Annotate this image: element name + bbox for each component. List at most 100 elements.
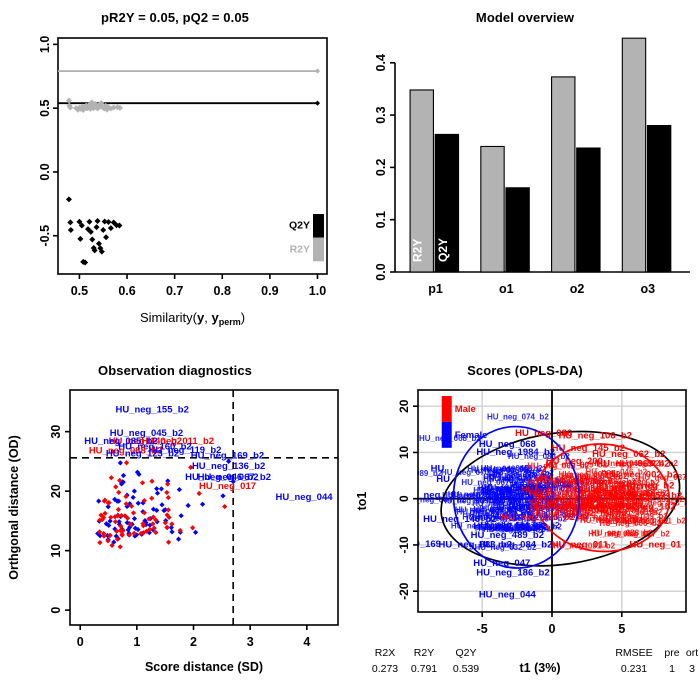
y-tick-label: 20 bbox=[49, 484, 63, 498]
outlier-label: HU_neg_046_b2 bbox=[185, 472, 258, 483]
bar-R2Y-o1 bbox=[480, 145, 505, 273]
point-Male bbox=[97, 540, 103, 546]
y-axis-label: Orthgonal distance (OD) bbox=[7, 435, 21, 579]
x-category-label: o2 bbox=[570, 282, 585, 296]
point-Q2Y bbox=[77, 235, 84, 242]
scores-plot: HU_neg_000_b2HU_neg_007_b2HU_neg_014_b2H… bbox=[355, 389, 698, 675]
point-Male bbox=[151, 525, 157, 531]
score-point-label-Male: HU_neg_035_b2 bbox=[577, 515, 639, 524]
score-point-label-Female: HU_neg_011_b2 bbox=[487, 511, 549, 520]
score-label: HU_neg_163_b2 bbox=[473, 521, 546, 532]
score-point-label-Female: HU_neg_012_b2 bbox=[503, 476, 565, 485]
point-Female bbox=[131, 488, 138, 494]
point-Male bbox=[140, 521, 146, 527]
y-tick-label: 30 bbox=[49, 425, 63, 439]
score-point-label-Male: HU_neg_091_b2 bbox=[538, 503, 600, 512]
point-Male bbox=[140, 530, 147, 536]
panel-scores: Scores (OPLS-DA) HU_neg_000_b2 HU_neg_007… bbox=[350, 350, 700, 700]
score-point-label-Female: HU_neg_030_b2 bbox=[503, 501, 565, 510]
score-point-label-Female: HU_neg_031_b2 bbox=[478, 483, 540, 492]
y-tick-label: -20 bbox=[397, 582, 411, 600]
outlier-label: HU_neg_155_b2 bbox=[115, 405, 188, 416]
bar-Q2Y-o2 bbox=[576, 147, 601, 273]
legend-swatch-r2y bbox=[313, 237, 324, 262]
point-Female bbox=[117, 460, 123, 466]
outlier-label: HU_neg_136_b2 bbox=[192, 461, 265, 472]
point-Female bbox=[154, 490, 161, 496]
score-point-label-Female: HU_neg_060_b2 bbox=[492, 485, 554, 494]
point-outlier-Female bbox=[230, 479, 236, 485]
score-point-label-Female: HU_neg_077_b2 bbox=[494, 492, 556, 501]
point-Male bbox=[98, 512, 104, 518]
score-point-label-Female: HU_neg_082_b2 bbox=[510, 499, 572, 508]
score-point-label-Male: HU_neg_062_b2 bbox=[541, 494, 603, 503]
point-Male bbox=[164, 524, 170, 530]
score-point-label-Male: HU_neg_034_b2 bbox=[561, 471, 623, 480]
point-Male bbox=[126, 532, 133, 538]
group-Male: HU_neg_000_b2HU_neg_007_b2HU_neg_014_b2H… bbox=[522, 459, 686, 551]
score-label: HU_neg_200 bbox=[546, 456, 603, 467]
point-Female bbox=[175, 536, 182, 542]
score-point-label-Female: HU_neg_010_b2 bbox=[511, 480, 573, 489]
point-Q2Y bbox=[67, 219, 74, 226]
stat-label-r2x: R2X bbox=[375, 647, 395, 659]
score-point-label-Female: HU_neg_033_b2 bbox=[475, 524, 537, 533]
series-R2Y bbox=[65, 97, 123, 113]
score-label: HU_neg_105_b2 bbox=[501, 512, 574, 523]
point-outlier-Female bbox=[199, 501, 206, 507]
score-point-label-Male: HU_neg_041_b2 bbox=[536, 490, 598, 499]
score-point-label-Male: HU_neg_007_b2 bbox=[559, 470, 621, 479]
stat-value-ort: 3 bbox=[689, 663, 695, 675]
bar-Q2Y-p1 bbox=[434, 133, 460, 273]
score-point-label-Female: HU_neg_000_b2 bbox=[513, 502, 575, 511]
point-Male bbox=[119, 532, 125, 538]
score-point-label-Female: HU_neg_042_b2 bbox=[500, 523, 562, 532]
legend-label-q2y: Q2Y bbox=[289, 220, 310, 232]
score-point-label-Male: HU_neg_081_b2 bbox=[553, 542, 615, 551]
bar-Q2Y-o1 bbox=[505, 187, 530, 273]
score-label: HU_neg_044 bbox=[479, 590, 537, 601]
score-point-label-Female: HU_neg_016_b2 bbox=[484, 465, 546, 474]
point-Female bbox=[135, 500, 141, 506]
score-point-label-Male: HU_neg_032_b2 bbox=[622, 495, 684, 504]
score-label: HU bbox=[436, 474, 450, 485]
x-axis-label: Score distance (SD) bbox=[145, 660, 263, 674]
legend-swatch-male bbox=[441, 396, 452, 422]
point-Male bbox=[130, 510, 137, 516]
point-Q2Y bbox=[98, 248, 105, 255]
score-point-label-Male: HU_neg_083_b2 bbox=[591, 505, 653, 514]
score-point-label-Male: HU_neg_054_b2 bbox=[582, 500, 644, 509]
point-Female bbox=[169, 529, 175, 535]
score-point-label-Female: HU_neg_097_b2 bbox=[540, 477, 602, 486]
score-point-label-Female: HU_neg_009_b2 bbox=[441, 497, 503, 506]
score-point-label-Male: HU_neg_049_b2 bbox=[562, 490, 624, 499]
score-point-label-Male: HU_neg_098_b2 bbox=[540, 473, 602, 482]
point-Male bbox=[108, 475, 114, 481]
point-Male bbox=[190, 525, 196, 531]
x-axis-label: t1 (3%) bbox=[520, 661, 561, 675]
x-tick-label: 0.8 bbox=[214, 284, 231, 298]
point-outlier-Female bbox=[220, 493, 226, 499]
score-label: HU_neg_145_b2 bbox=[552, 443, 625, 454]
y-tick-label: 0.1 bbox=[374, 211, 388, 228]
outlier-labels: HU_neg_155_b2HU_neg_045_b2HU_neg_140_b2H… bbox=[84, 405, 333, 503]
score-label: HU_neg_489_b2 bbox=[471, 530, 544, 541]
x-tick-label: 1.0 bbox=[309, 284, 326, 298]
point-Male bbox=[149, 495, 155, 501]
score-point-label-Male: HU_neg_024_b2 bbox=[616, 459, 678, 468]
bar-inline-label-Q2Y: Q2Y bbox=[436, 238, 450, 262]
outlier-label: HU_neg_123_b2 bbox=[106, 449, 179, 460]
score-label: HU_neg_068 bbox=[479, 439, 536, 450]
score-point-label-Female: HU_neg_052_b2 bbox=[493, 490, 555, 499]
score-point-label-Female: HU_neg_046_b2 bbox=[481, 488, 543, 497]
score-point-label-Female: HU_neg_026_b2 bbox=[472, 491, 534, 500]
stat-label-rmsee: RMSEE bbox=[615, 647, 652, 659]
plot-frame bbox=[69, 389, 339, 626]
bar-R2Y-o3 bbox=[621, 37, 647, 273]
score-label: HU_neg_052_b2 bbox=[609, 491, 682, 502]
y-tick-label: 0 bbox=[397, 495, 411, 502]
y-axis-label: to1 bbox=[355, 492, 369, 511]
score-point-label-Female: HU_neg_024_b2 bbox=[450, 491, 512, 500]
y-tick-label: -0.5 bbox=[38, 225, 52, 247]
